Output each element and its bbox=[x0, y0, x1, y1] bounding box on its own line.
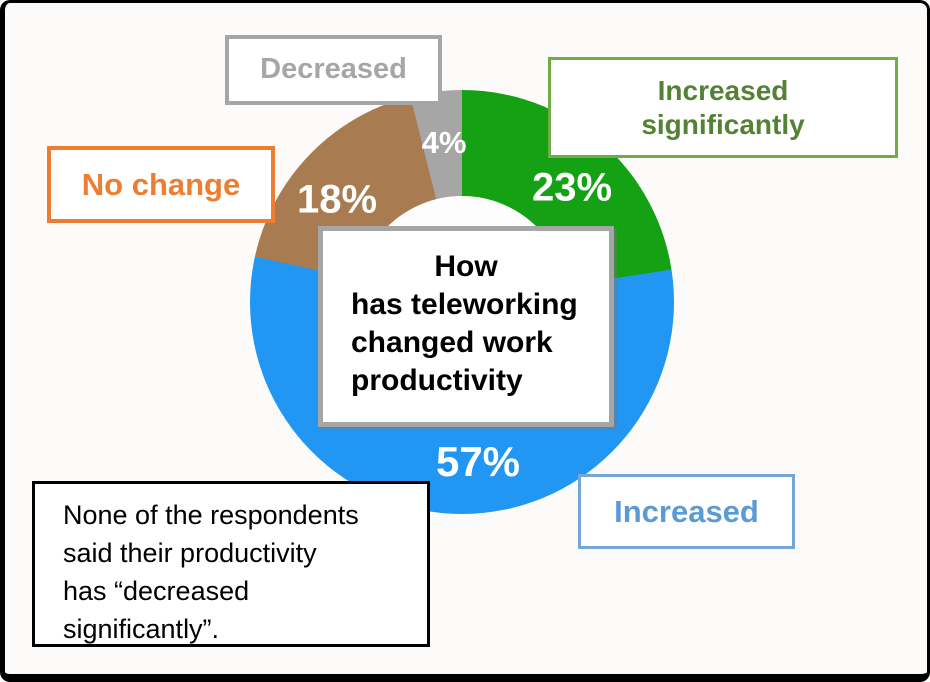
pct-label-no-change: 18% bbox=[296, 177, 378, 222]
note-line2: said their productivity bbox=[63, 538, 317, 568]
callout-no-change-label: No change bbox=[81, 166, 241, 202]
pct-label-increased: 57% bbox=[435, 438, 521, 485]
callout-increased-significantly-line1: Increased bbox=[657, 74, 789, 106]
chart-title-box: How has teleworking changed work product… bbox=[318, 226, 614, 427]
callout-increased-significantly: Increased significantly bbox=[548, 57, 898, 158]
callout-decreased: Decreased bbox=[225, 35, 442, 105]
callout-increased-significantly-line2: significantly bbox=[641, 108, 805, 140]
chart-title-line4: productivity bbox=[351, 364, 523, 397]
callout-increased: Increased bbox=[578, 474, 795, 549]
note-line4: significantly”. bbox=[63, 614, 220, 644]
chart-title-line1: How bbox=[434, 250, 498, 283]
chart-title-line3: changed work bbox=[351, 326, 553, 359]
note-box: None of the respondents said their produ… bbox=[32, 481, 430, 647]
pct-label-increased-significantly: 23% bbox=[531, 165, 613, 210]
callout-decreased-label: Decreased bbox=[260, 53, 407, 86]
chart-title-line2: has teleworking bbox=[351, 288, 578, 321]
note-line1: None of the respondents bbox=[63, 500, 359, 530]
pct-label-decreased: 4% bbox=[421, 125, 467, 160]
callout-increased-label: Increased bbox=[614, 493, 759, 529]
callout-no-change: No change bbox=[47, 146, 275, 223]
note-line3: has “decreased bbox=[63, 576, 250, 606]
